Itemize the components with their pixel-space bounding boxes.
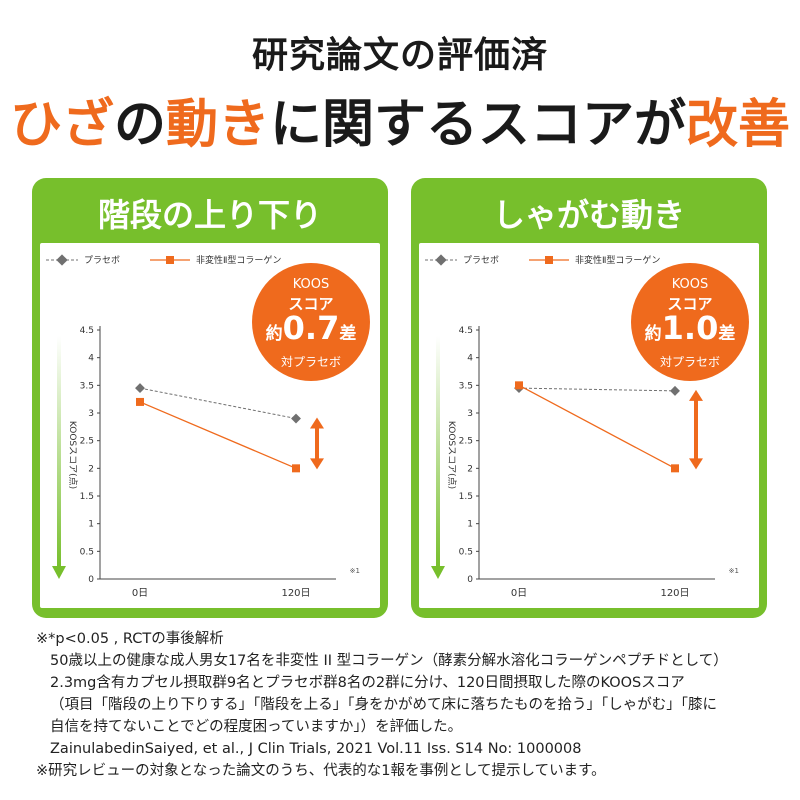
badge-line4: 対プラセボ xyxy=(659,355,720,369)
footnote-citation: ZainulabedinSaiyed, et al., J Clin Trial… xyxy=(50,741,582,757)
y-tick-label: 0.5 xyxy=(459,547,473,557)
badge-approx: 約 xyxy=(265,324,283,344)
title-part: 改善 xyxy=(686,95,791,155)
legend-collagen-label: 非変性Ⅱ型コラーゲン xyxy=(196,254,281,266)
decrease-arrow-head xyxy=(52,566,66,579)
footnote-text: 自信を持てないことでどの程度困っていますか」）を評価した。 xyxy=(50,719,463,735)
footnote-text: 50歳以上の健康な成人男女17名を非変性 II 型コラーゲン（酵素分解水溶化コラ… xyxy=(50,653,728,669)
y-tick-label: 1 xyxy=(467,520,473,530)
y-tick-label: 0.5 xyxy=(80,547,94,557)
y-tick-label: 4 xyxy=(88,354,94,364)
x-tick-label: 120日 xyxy=(281,588,310,599)
koos-difference-badge: KOOS スコア 約1.0差 対プラセボ xyxy=(631,263,749,381)
placebo-point xyxy=(670,385,680,396)
difference-arrow-shaft xyxy=(315,426,319,461)
collagen-series-line xyxy=(139,401,297,469)
chart-plot: KOOSスコア(点) 0 0.5 1 1.5 2 2.5 3 3.5 4 4.5 0日 120日 ※1 xyxy=(52,326,360,599)
chart-panel-squat: しゃがむ動き プラセボ 非変性Ⅱ型コラーゲン KOOS スコア 約1.0差 対プ… xyxy=(411,178,767,618)
y-tick-label: 1.5 xyxy=(80,492,94,502)
y-tick-label: 2.5 xyxy=(80,437,94,447)
chart-legend: プラセボ 非変性Ⅱ型コラーゲン xyxy=(46,254,281,266)
badge-line2: スコア xyxy=(667,295,713,313)
chart-area: プラセボ 非変性Ⅱ型コラーゲン KOOS スコア 約0.7差 対プラセボ KOO… xyxy=(40,243,380,608)
chart-panel-stairs: 階段の上り下り プラセボ 非変性Ⅱ型コラーゲン KOOS スコア 約0.7差 対… xyxy=(32,178,388,618)
y-tick-label: 2 xyxy=(467,464,473,474)
badge-difference: 約1.0差 xyxy=(631,309,749,347)
y-tick-label: 1 xyxy=(88,520,94,530)
decrease-arrow-shaft xyxy=(436,336,440,568)
koos-difference-badge: KOOS スコア 約0.7差 対プラセボ xyxy=(252,263,370,381)
badge-approx: 約 xyxy=(644,324,662,344)
y-tick-label: 3.5 xyxy=(80,381,94,391)
footnote-review: ※研究レビューの対象となった論文のうち、代表的な1報を事例として提示しています。 xyxy=(36,763,606,779)
y-tick-label: 4 xyxy=(467,354,473,364)
badge-value: 0.7 xyxy=(282,309,340,347)
y-tick-label: 0 xyxy=(88,575,94,585)
badge-suffix: 差 xyxy=(339,324,357,344)
y-tick-label: 2 xyxy=(88,464,94,474)
collagen-point xyxy=(136,397,144,406)
difference-arrow-head-up xyxy=(689,389,703,401)
y-tick-label: 3 xyxy=(88,409,94,419)
placebo-point xyxy=(291,413,301,424)
difference-arrow-head-down xyxy=(689,458,703,470)
badge-line1: KOOS xyxy=(671,277,709,292)
decrease-arrow-shaft xyxy=(57,336,61,568)
x-tick-label: 120日 xyxy=(660,588,689,599)
legend-collagen-marker xyxy=(545,256,553,264)
footnote-text: 2.3mg含有カプセル摂取群9名とプラセボ群8名の2群に分け、120日間摂取した… xyxy=(50,675,685,691)
badge-line2: スコア xyxy=(288,295,334,313)
placebo-series-line xyxy=(518,387,676,392)
page-title: ひざの動きに関するスコアが改善 xyxy=(0,82,800,157)
badge-value: 1.0 xyxy=(661,309,719,347)
placebo-series-line xyxy=(139,387,297,420)
badge-line4: 対プラセボ xyxy=(280,355,341,369)
collagen-series-line xyxy=(518,384,676,469)
title-part: ひざ xyxy=(9,95,114,155)
y-tick-label: 4.5 xyxy=(80,326,94,336)
footnote-text: （項目「階段の上り下りする」「階段を上る」「身をかがめて床に落ちたものを拾う」「… xyxy=(50,697,717,713)
x-tick-label: 0日 xyxy=(511,588,527,599)
footnote-ref: ※1 xyxy=(729,567,739,575)
legend-collagen-marker xyxy=(166,256,174,264)
collagen-point xyxy=(671,464,679,473)
placebo-point xyxy=(135,383,145,394)
title-part: 動き xyxy=(165,95,270,155)
badge-suffix: 差 xyxy=(718,324,736,344)
y-tick-label: 3.5 xyxy=(459,381,473,391)
difference-arrow-shaft xyxy=(694,398,698,461)
page-subtitle: 研究論文の評価済 xyxy=(251,35,548,76)
chart-legend: プラセボ 非変性Ⅱ型コラーゲン xyxy=(425,254,660,266)
y-tick-label: 2.5 xyxy=(459,437,473,447)
legend-placebo-label: プラセボ xyxy=(84,255,120,266)
footnote-significance: ※*p<0.05 , RCTの事後解析 xyxy=(36,631,224,647)
legend-placebo-label: プラセボ xyxy=(463,255,499,266)
difference-arrow-head-up xyxy=(310,417,324,429)
decrease-arrow-head xyxy=(431,566,445,579)
chart-area: プラセボ 非変性Ⅱ型コラーゲン KOOS スコア 約1.0差 対プラセボ KOO… xyxy=(419,243,759,608)
y-tick-label: 1.5 xyxy=(459,492,473,502)
y-axis-label: KOOSスコア(点) xyxy=(446,421,457,489)
chart-title: しゃがむ動き xyxy=(492,196,685,234)
x-tick-label: 0日 xyxy=(132,588,148,599)
title-part: に関するスコアが xyxy=(270,95,687,155)
footnotes: ※*p<0.05 , RCTの事後解析 50歳以上の健康な成人男女17名を非変性… xyxy=(36,628,796,782)
title-part: の xyxy=(113,95,166,155)
badge-line1: KOOS xyxy=(292,277,330,292)
badge-difference: 約0.7差 xyxy=(252,309,370,347)
legend-collagen-label: 非変性Ⅱ型コラーゲン xyxy=(575,254,660,266)
collagen-point xyxy=(292,464,300,473)
y-tick-label: 4.5 xyxy=(459,326,473,336)
y-tick-label: 3 xyxy=(467,409,473,419)
chart-plot: KOOSスコア(点) 0 0.5 1 1.5 2 2.5 3 3.5 4 4.5 0日 120日 ※1 xyxy=(431,326,739,599)
footnote-ref: ※1 xyxy=(350,567,360,575)
y-tick-label: 0 xyxy=(467,575,473,585)
y-axis-label: KOOSスコア(点) xyxy=(67,421,78,489)
difference-arrow-head-down xyxy=(310,458,324,470)
chart-title: 階段の上り下り xyxy=(97,196,322,234)
collagen-point xyxy=(515,381,523,390)
